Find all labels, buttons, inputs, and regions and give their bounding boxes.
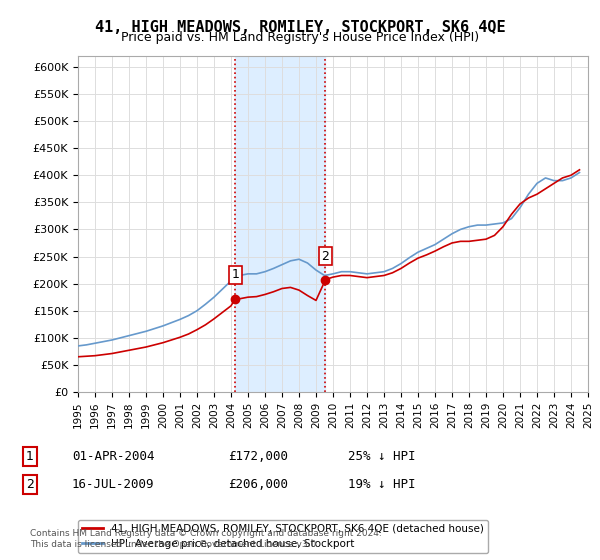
Text: 2: 2 xyxy=(26,478,34,491)
Bar xyxy=(235,56,325,392)
Legend: 41, HIGH MEADOWS, ROMILEY, STOCKPORT, SK6 4QE (detached house), HPI: Average pri: 41, HIGH MEADOWS, ROMILEY, STOCKPORT, SK… xyxy=(78,520,488,553)
Text: £172,000: £172,000 xyxy=(228,450,288,463)
Text: 16-JUL-2009: 16-JUL-2009 xyxy=(72,478,155,491)
Text: £206,000: £206,000 xyxy=(228,478,288,491)
Text: 01-APR-2004: 01-APR-2004 xyxy=(72,450,155,463)
Text: 41, HIGH MEADOWS, ROMILEY, STOCKPORT, SK6 4QE: 41, HIGH MEADOWS, ROMILEY, STOCKPORT, SK… xyxy=(95,20,505,35)
Text: 19% ↓ HPI: 19% ↓ HPI xyxy=(348,478,415,491)
Text: 1: 1 xyxy=(26,450,34,463)
Text: Price paid vs. HM Land Registry's House Price Index (HPI): Price paid vs. HM Land Registry's House … xyxy=(121,31,479,44)
Text: 25% ↓ HPI: 25% ↓ HPI xyxy=(348,450,415,463)
Text: 1: 1 xyxy=(232,268,239,281)
Text: 2: 2 xyxy=(321,250,329,263)
Text: Contains HM Land Registry data © Crown copyright and database right 2024.
This d: Contains HM Land Registry data © Crown c… xyxy=(30,529,382,549)
